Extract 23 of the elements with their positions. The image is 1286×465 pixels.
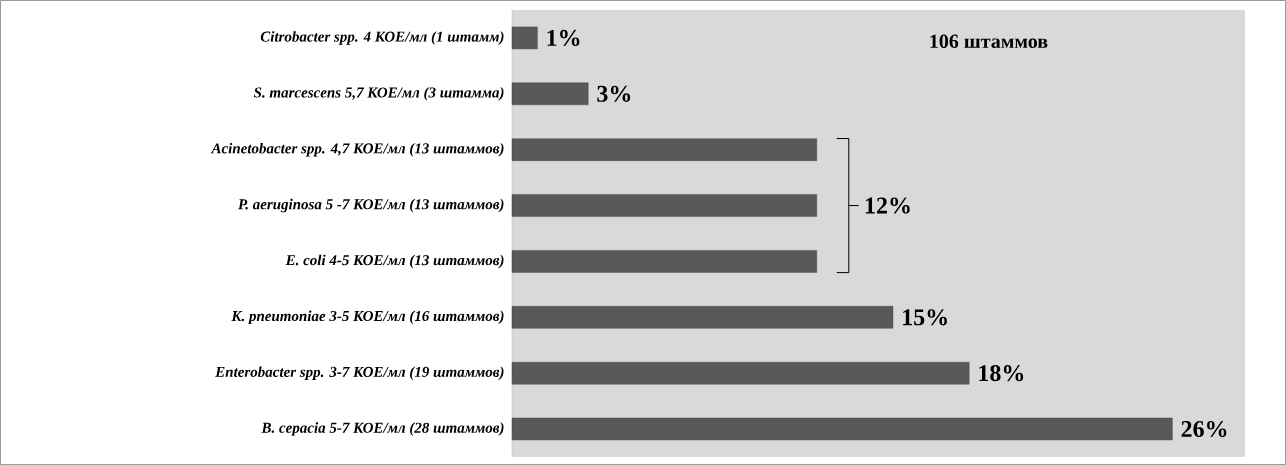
data-label: 18% — [979, 365, 1024, 382]
annotation: 12% — [865, 197, 910, 214]
bar — [511, 417, 1173, 441]
bar — [511, 138, 817, 161]
y-tick-label: E. coli 4-5 КОЕ/мл (13 штаммов) — [285, 254, 504, 269]
y-tick-label: K. pneumoniae 3-5 КОЕ/мл (16 штаммов) — [231, 310, 504, 325]
y-tick-label: B. cepacia 5-7 КОЕ/мл (28 штаммов) — [261, 422, 504, 436]
bar — [511, 82, 589, 106]
annotation: 106 штаммов — [930, 34, 1048, 49]
bar — [511, 361, 970, 385]
data-label: 3% — [597, 85, 631, 102]
y-tick-label: Citrobacter spp. 4 КОЕ/мл (1 штамм) — [260, 31, 504, 45]
y-tick-label: S. marcescens 5,7 КОЕ/мл (3 штамма) — [253, 87, 504, 101]
data-label: 26% — [1181, 420, 1227, 438]
bar — [511, 194, 817, 217]
y-tick-label: Enterobacter spp. 3-7 КОЕ/мл (19 штаммов) — [215, 366, 504, 380]
bar — [511, 26, 538, 50]
data-label: 1% — [547, 29, 580, 47]
bar — [511, 250, 817, 273]
data-label: 15% — [903, 309, 947, 326]
y-tick-label: P. aeruginosa 5 -7 КОЕ/мл (13 штаммов) — [237, 198, 504, 213]
bar — [511, 306, 894, 329]
y-tick-label: Acinetobacter spp. 4,7 КОЕ/мл (13 штаммов) — [210, 142, 504, 157]
